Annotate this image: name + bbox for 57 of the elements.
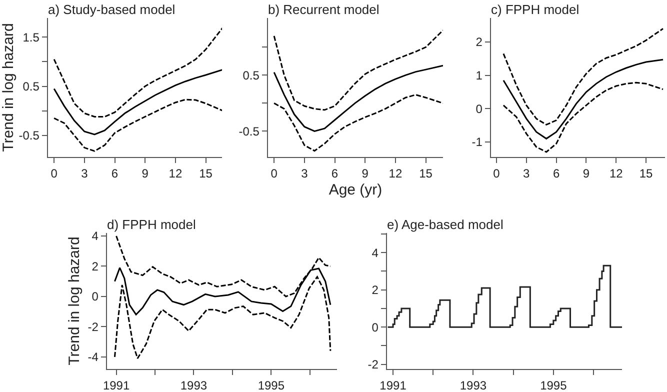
chart-title: e) Age-based model bbox=[387, 217, 504, 232]
y-tick-label: -1 bbox=[472, 135, 483, 150]
x-tick-label: 1993 bbox=[460, 378, 487, 392]
y-tick-label: -2 bbox=[88, 320, 99, 334]
chart-title: c) FPPH model bbox=[491, 2, 580, 17]
x-tick-label: 1995 bbox=[540, 378, 568, 392]
x-tick-label: 6 bbox=[331, 166, 338, 181]
y-tick-label: 0.5 bbox=[242, 68, 260, 82]
x-tick-label: 15 bbox=[419, 166, 433, 181]
line-series bbox=[273, 94, 443, 152]
line-series bbox=[273, 64, 443, 132]
x-tick-label: 9 bbox=[362, 166, 369, 181]
x-tick-label: 9 bbox=[582, 166, 590, 181]
y-tick-label: 1 bbox=[476, 68, 483, 83]
x-tick-label: 0 bbox=[50, 166, 58, 181]
y-tick-label: 2 bbox=[476, 35, 483, 50]
y-tick-label: 2 bbox=[372, 283, 379, 298]
y-tick-label: 0 bbox=[476, 102, 483, 116]
x-tick-label: 15 bbox=[639, 166, 654, 181]
y-tick-label: 4 bbox=[92, 229, 99, 244]
line-series bbox=[53, 68, 223, 136]
line-series bbox=[53, 26, 223, 118]
y-tick-label: 1.5 bbox=[22, 30, 40, 44]
x-tick-label: 6 bbox=[552, 166, 560, 181]
x-tick-label: 0 bbox=[270, 166, 278, 181]
y-tick-label: 0.5 bbox=[22, 79, 40, 94]
y-tick-label: -0.5 bbox=[18, 128, 40, 143]
y-axis-title: Trend in log hazard bbox=[0, 23, 17, 152]
x-tick-label: 1991 bbox=[102, 378, 130, 392]
line-series bbox=[502, 28, 664, 126]
x-tick-label: 12 bbox=[388, 166, 402, 181]
y-tick-label: -0.5 bbox=[238, 124, 260, 138]
x-tick-label: 3 bbox=[523, 166, 530, 181]
y-axis-title: Trend in log hazard bbox=[66, 236, 84, 366]
chart-title: d) FPPH model bbox=[107, 217, 196, 232]
x-tick-label: 3 bbox=[301, 166, 308, 181]
chart-title: b) Recurrent model bbox=[268, 2, 380, 17]
x-tick-label: 1991 bbox=[380, 378, 407, 392]
y-tick-label: 0 bbox=[372, 320, 379, 334]
x-tick-label: 1993 bbox=[180, 378, 208, 392]
x-tick-label: 3 bbox=[81, 166, 88, 181]
x-tick-label: 9 bbox=[142, 166, 149, 181]
line-series bbox=[273, 30, 443, 111]
y-tick-label: 2 bbox=[92, 259, 99, 274]
y-tick-label: -2 bbox=[368, 358, 379, 372]
x-axis-title: Age (yr) bbox=[328, 182, 382, 198]
x-tick-label: 12 bbox=[609, 166, 624, 181]
y-tick-label: 0 bbox=[92, 290, 99, 304]
x-tick-label: 15 bbox=[199, 166, 213, 181]
x-tick-label: 12 bbox=[168, 166, 182, 181]
line-series bbox=[53, 98, 223, 152]
y-tick-label: 4 bbox=[372, 246, 379, 260]
chart-title: a) Study-based model bbox=[48, 2, 176, 17]
y-tick-label: -4 bbox=[88, 350, 99, 364]
x-tick-label: 6 bbox=[111, 166, 118, 181]
x-tick-label: 1995 bbox=[258, 378, 285, 392]
x-tick-label: 0 bbox=[493, 166, 500, 181]
